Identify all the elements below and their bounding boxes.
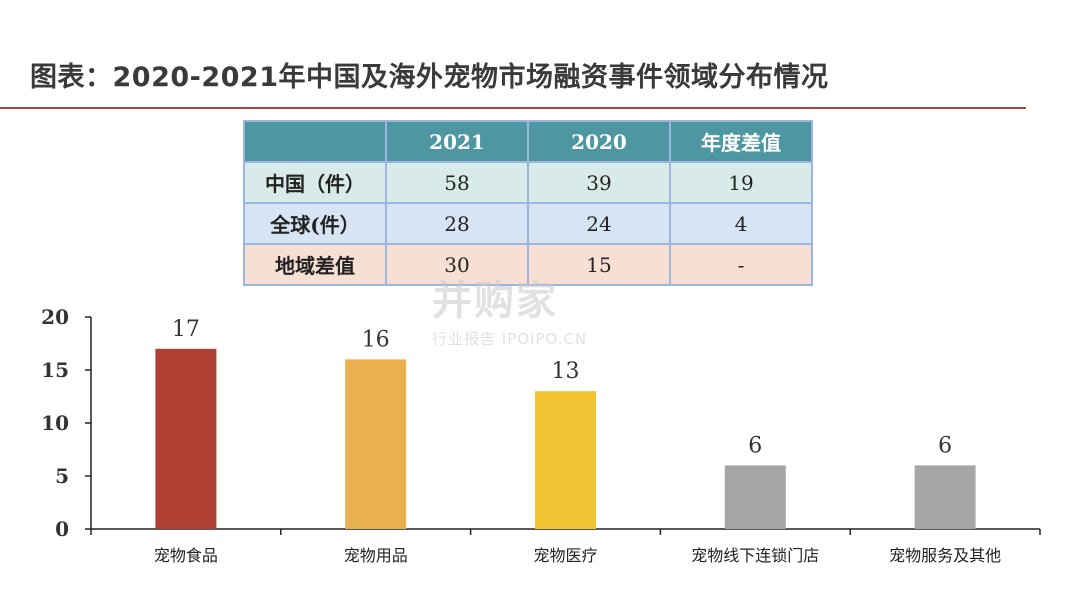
table-row: 中国（件） 58 39 19 (243, 161, 813, 204)
table-cell: 28 (385, 202, 529, 245)
table-cell: 39 (527, 161, 671, 204)
page-title: 图表：2020-2021年中国及海外宠物市场融资事件领域分布情况 (30, 62, 829, 93)
data-label: 6 (748, 433, 762, 458)
x-category-label: 宠物用品 (344, 546, 408, 565)
y-tick-label: 15 (41, 358, 69, 382)
table-cell: 30 (385, 243, 529, 286)
x-category-label: 宠物食品 (154, 546, 218, 565)
table-cell: 4 (669, 202, 813, 245)
title-divider (0, 107, 1026, 109)
x-category-label: 宠物线下连锁门店 (691, 546, 819, 565)
data-label: 16 (362, 327, 390, 352)
bar (914, 465, 976, 529)
table-cell: 24 (527, 202, 671, 245)
table-row: 地域差值 30 15 - (243, 243, 813, 286)
y-tick-label: 20 (41, 305, 69, 329)
bar (724, 465, 786, 529)
y-tick-label: 5 (55, 464, 69, 488)
data-label: 17 (172, 317, 200, 342)
data-label: 13 (552, 359, 580, 384)
table-row-label: 全球(件） (243, 202, 387, 245)
table-row-label: 地域差值 (243, 243, 387, 286)
stats-table: 2021 2020 年度差值 中国（件） 58 39 19 全球(件） 28 2… (243, 120, 813, 286)
table-header-cell: 2021 (385, 120, 529, 163)
table-cell: 15 (527, 243, 671, 286)
table-cell: 58 (385, 161, 529, 204)
bar (155, 348, 217, 529)
table-header-cell: 2020 (527, 120, 671, 163)
y-tick-label: 10 (41, 411, 69, 435)
table-cell: 19 (669, 161, 813, 204)
y-tick-label: 0 (55, 517, 69, 541)
x-category-label: 宠物医疗 (533, 546, 597, 565)
table-row: 全球(件） 28 24 4 (243, 202, 813, 245)
bar (535, 391, 596, 529)
table-header-row: 2021 2020 年度差值 (243, 120, 813, 163)
x-category-label: 宠物服务及其他 (889, 546, 1001, 565)
table-header-cell: 年度差值 (669, 120, 813, 163)
bar (345, 359, 407, 529)
table-row-label: 中国（件） (243, 161, 387, 204)
data-label: 6 (938, 433, 952, 458)
table-cell: - (669, 243, 813, 286)
table-header-cell (243, 120, 387, 163)
